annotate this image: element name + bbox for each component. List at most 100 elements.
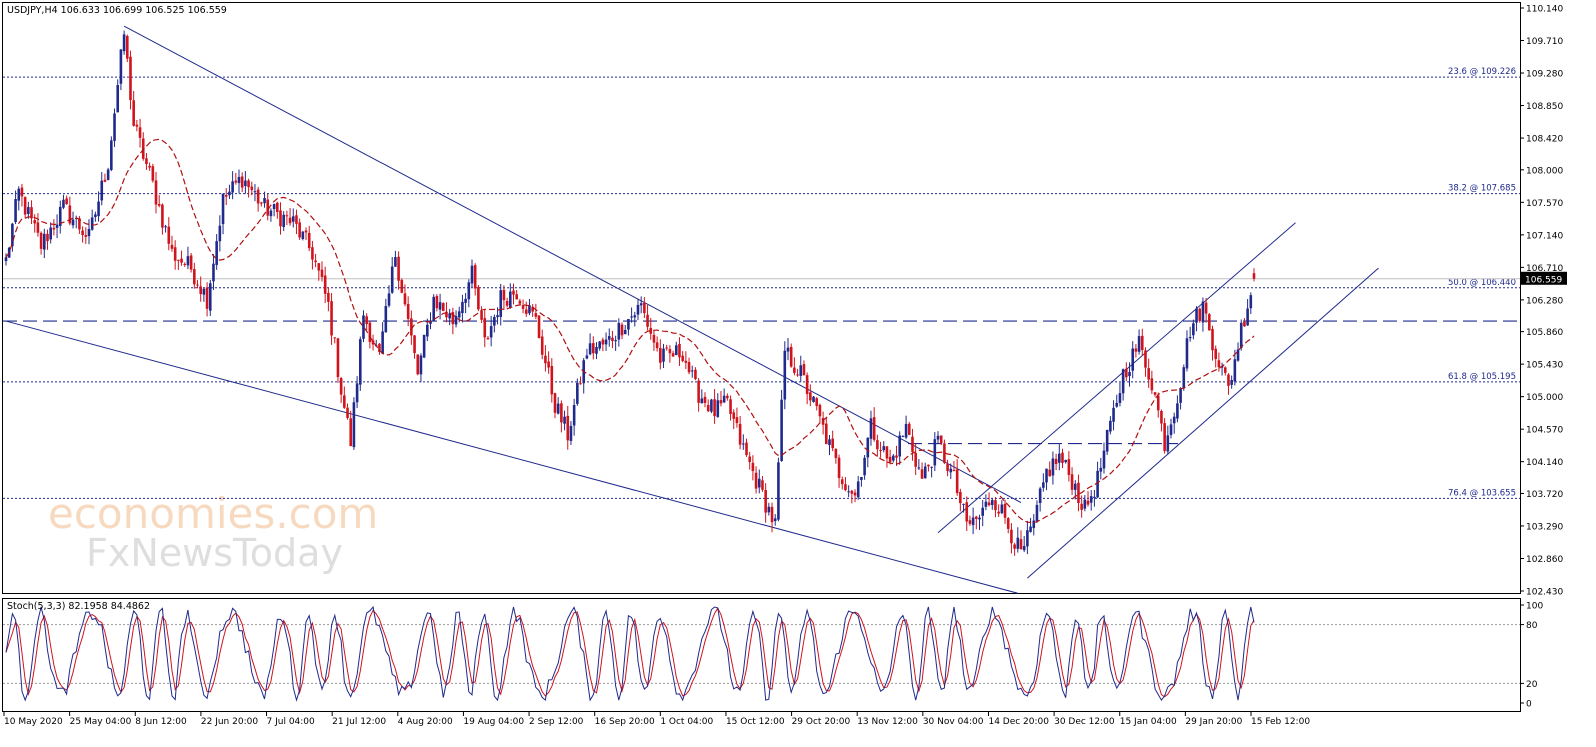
- price-tick-label-8: 106.710: [1526, 264, 1563, 274]
- candle-body-139: [448, 313, 451, 319]
- candle-body-130: [419, 355, 423, 375]
- time-tick-label-14: 30 Nov 04:00: [923, 717, 984, 727]
- candle-body-108: [349, 418, 353, 447]
- candle-body-11: [39, 232, 43, 249]
- candle-body-107: [346, 407, 349, 418]
- candle-body-296: [949, 468, 953, 473]
- candle-body-246: [789, 346, 793, 367]
- candle-body-242: [777, 462, 780, 520]
- candle-body-46: [151, 166, 155, 181]
- candle-body-292: [936, 435, 940, 440]
- candle-body-233: [748, 456, 751, 463]
- candle-body-140: [451, 312, 455, 325]
- candle-body-115: [371, 340, 375, 345]
- candle-body-128: [413, 335, 416, 354]
- candle-body-383: [1227, 374, 1230, 386]
- candle-body-120: [387, 293, 391, 306]
- moving-average-line: [5, 138, 1255, 524]
- candle-body-262: [840, 479, 844, 485]
- candle-body-18: [62, 199, 65, 208]
- candle-body-207: [665, 347, 669, 349]
- candle-body-175: [563, 416, 566, 424]
- candle-body-313: [1003, 503, 1007, 518]
- candle-body-228: [732, 412, 736, 419]
- candle-body-315: [1010, 529, 1013, 544]
- time-tick-label-9: 16 Sep 20:00: [595, 717, 655, 727]
- candle-body-127: [410, 318, 413, 336]
- candle-body-377: [1208, 314, 1211, 331]
- stoch-tick-label-3: 0: [1526, 700, 1532, 710]
- time-tick-label-16: 30 Dec 12:00: [1054, 717, 1115, 727]
- price-tick-label-17: 102.860: [1526, 555, 1563, 565]
- candle-body-20: [68, 205, 72, 224]
- candle-body-186: [598, 341, 601, 349]
- candle-body-89: [288, 217, 292, 224]
- candle-body-151: [486, 338, 490, 340]
- candle-body-256: [821, 418, 825, 425]
- candle-body-49: [161, 204, 164, 228]
- symbol-info: USDJPY,H4 106.633 106.699 106.525 106.55…: [7, 5, 227, 16]
- candle-body-168: [540, 336, 544, 355]
- candle-body-58: [189, 255, 193, 270]
- candle-body-167: [537, 315, 541, 338]
- candle-body-197: [633, 315, 637, 318]
- candle-body-321: [1029, 526, 1032, 532]
- candle-body-268: [860, 477, 863, 481]
- candle-body-329: [1054, 458, 1058, 464]
- candle-body-33: [110, 140, 113, 170]
- candle-body-251: [805, 375, 809, 394]
- candle-body-306: [981, 507, 984, 516]
- candle-body-319: [1022, 546, 1026, 551]
- price-tick-label-9: 106.280: [1526, 296, 1563, 306]
- candle-body-94: [304, 230, 308, 233]
- candle-body-67: [218, 225, 222, 242]
- candle-body-278: [892, 455, 895, 461]
- candle-body-15: [52, 227, 56, 230]
- candle-body-41: [135, 124, 139, 127]
- candle-body-351: [1125, 368, 1128, 378]
- candle-body-367: [1176, 403, 1179, 419]
- candle-body-349: [1118, 393, 1122, 403]
- candle-body-286: [917, 467, 921, 469]
- candle-body-301: [965, 502, 969, 522]
- candle-body-192: [617, 322, 621, 340]
- candle-body-340: [1089, 496, 1093, 503]
- candle-body-341: [1093, 496, 1096, 498]
- candle-body-388: [1243, 321, 1246, 327]
- candle-body-14: [49, 227, 52, 240]
- main-pane-frame: [2, 2, 1521, 594]
- candle-body-343: [1099, 467, 1103, 472]
- candle-body-302: [968, 520, 972, 524]
- candle-body-312: [1000, 504, 1004, 514]
- candle-body-172: [553, 393, 557, 413]
- moving-average-layer: [5, 138, 1255, 524]
- candle-body-280: [898, 435, 902, 457]
- current-price-marker: [1521, 271, 1567, 285]
- candle-body-344: [1102, 450, 1106, 469]
- candle-body-218: [700, 398, 704, 404]
- candle-body-226: [726, 395, 729, 399]
- candle-body-199: [639, 303, 643, 306]
- candle-body-216: [694, 369, 697, 380]
- candle-body-184: [591, 343, 595, 354]
- candle-body-260: [834, 448, 838, 459]
- candle-body-303: [971, 517, 975, 526]
- candle-body-2: [11, 223, 14, 247]
- candle-body-308: [987, 502, 991, 506]
- candle-body-51: [167, 226, 171, 244]
- candle-body-103: [333, 337, 337, 339]
- fib-level-label-2: 50.0 @ 106.440: [1448, 278, 1516, 288]
- candle-body-317: [1016, 537, 1020, 549]
- time-tick-label-19: 15 Feb 12:00: [1251, 717, 1310, 727]
- candle-body-13: [46, 233, 49, 242]
- candle-body-152: [489, 326, 493, 338]
- candle-body-160: [515, 294, 518, 300]
- candle-body-131: [422, 334, 426, 358]
- time-tick-label-15: 14 Dec 20:00: [988, 717, 1049, 727]
- candle-body-100: [323, 275, 327, 294]
- candle-body-281: [901, 435, 905, 437]
- candle-body-195: [627, 319, 630, 330]
- candle-body-98: [317, 263, 321, 271]
- candle-body-348: [1115, 402, 1119, 407]
- candle-body-145: [467, 282, 471, 300]
